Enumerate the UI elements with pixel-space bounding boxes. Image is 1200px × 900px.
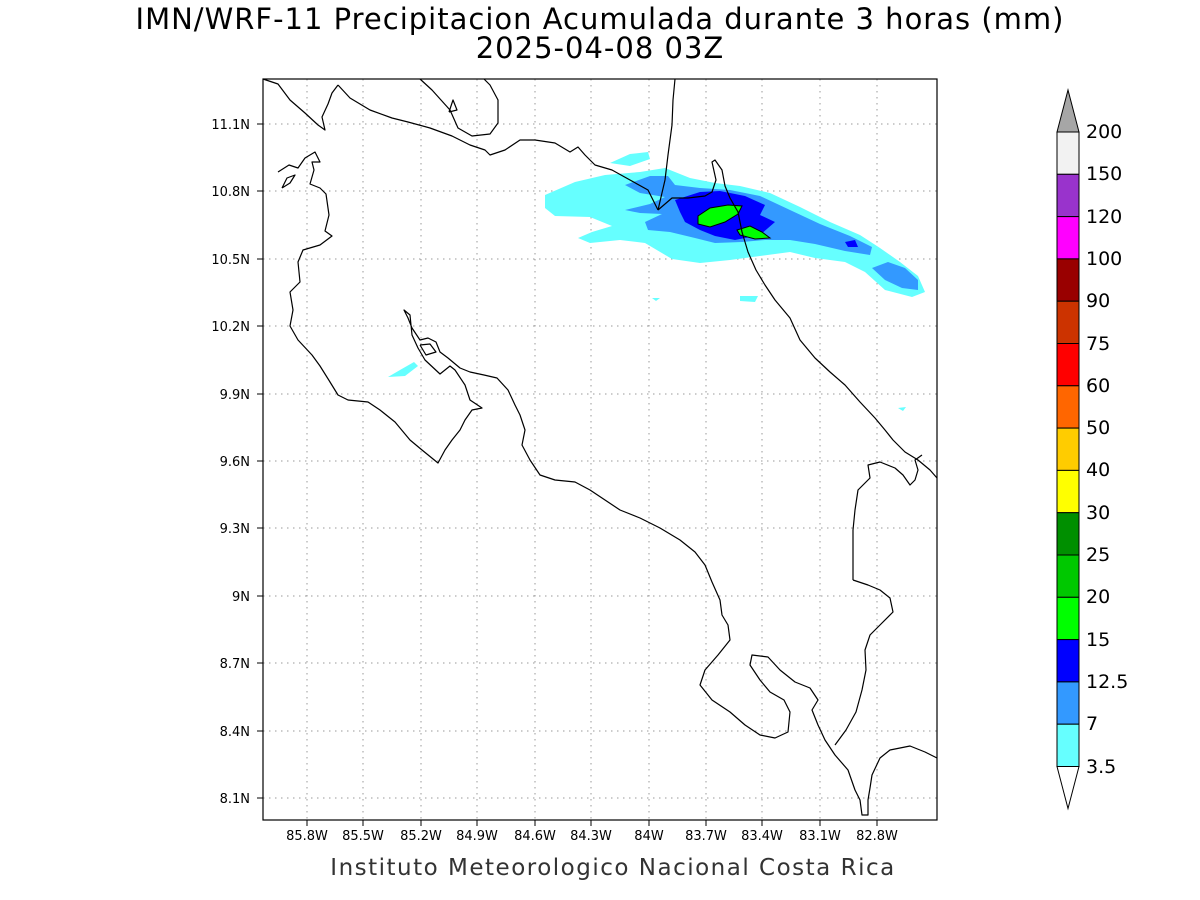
lon-tick-label: 84.3W [570,829,612,844]
coastline-borders [262,78,938,816]
colorbar-extend-min [1056,766,1080,811]
lon-tick-label: 84.6W [514,829,556,844]
colorbar-swatch [1056,173,1080,218]
colorbar-swatch [1056,131,1080,175]
lon-tick-label: 84.9W [456,829,498,844]
colorbar-extend-max [1056,88,1080,133]
colorbar-label: 3.5 [1086,755,1117,778]
colorbar-swatch [1056,554,1080,598]
colorbar-label: 60 [1086,374,1111,397]
precip-area-3-5mm [388,362,418,377]
lat-tick-label: 9N [232,590,250,605]
lat-tick-label: 9.9N [220,388,250,403]
lat-tick-label: 11.1N [211,118,250,133]
colorbar-label: 100 [1086,247,1123,270]
colorbar-label: 25 [1086,544,1111,566]
lon-tick-label: 83.1W [799,829,841,844]
colorbar-label: 90 [1086,290,1111,313]
lon-tick-label: 83.4W [741,829,783,844]
colorbar-swatch [1056,343,1080,387]
lon-tick-label: 85.2W [400,829,442,844]
colorbar-label: 40 [1086,459,1111,482]
lat-tick-label: 10.2N [211,320,250,335]
precipitation-field [388,152,925,411]
colorbar-swatch [1056,512,1080,556]
lon-tick-label: 85.5W [342,829,384,844]
lon-tick-label: 85.8W [286,829,328,844]
lat-tick-label: 8.7N [220,657,250,672]
colorbar-swatch [1056,216,1080,260]
colorbar-label: 15 [1086,628,1111,651]
lat-tick-label: 9.3N [220,522,250,537]
precip-area-3-5mm [740,296,758,302]
lat-tick-label: 9.6N [220,455,250,470]
colorbar-label: 75 [1086,332,1111,355]
precip-area-3-5mm [610,152,650,166]
colorbar-label: 12.5 [1086,670,1129,693]
colorbar-swatch [1056,300,1080,345]
institution-credit: Instituto Meteorologico Nacional Costa R… [330,855,896,881]
map-title: IMN/WRF-11 Precipitacion Acumulada duran… [135,2,1065,36]
precip-area-3-5mm [652,298,660,301]
colorbar-label: 7 [1086,713,1099,736]
colorbar-swatch [1056,639,1080,683]
lat-tick-label: 8.4N [220,725,250,740]
colorbar [1056,88,1080,811]
colorbar-swatch [1056,427,1080,471]
precip-area-3-5mm [898,407,906,411]
colorbar-label: 50 [1086,417,1111,440]
precip-area-12-5mm [845,240,858,247]
colorbar-label: 20 [1086,586,1111,609]
lon-tick-label: 82.8W [856,829,898,844]
colorbar-label: 30 [1086,501,1111,524]
colorbar-label: 120 [1086,205,1123,228]
lon-tick-label: 84W [634,829,664,844]
colorbar-swatch [1056,596,1080,641]
colorbar-label: 200 [1086,121,1123,143]
precip-area-7mm [872,262,918,290]
lat-tick-label: 10.8N [211,185,250,200]
map-frame [262,78,938,821]
map-subtitle-datetime: 2025-04-08 03Z [475,31,725,65]
colorbar-swatch [1056,681,1080,725]
colorbar-swatch [1056,385,1080,429]
colorbar-swatch [1056,469,1080,514]
colorbar-label: 150 [1086,163,1123,186]
lat-tick-label: 8.1N [220,792,250,807]
colorbar-swatch [1056,723,1080,768]
precip-area-15mm [736,225,772,240]
lat-tick-label: 10.5N [211,253,250,268]
colorbar-swatch [1056,258,1080,302]
lon-tick-label: 83.7W [685,829,727,844]
